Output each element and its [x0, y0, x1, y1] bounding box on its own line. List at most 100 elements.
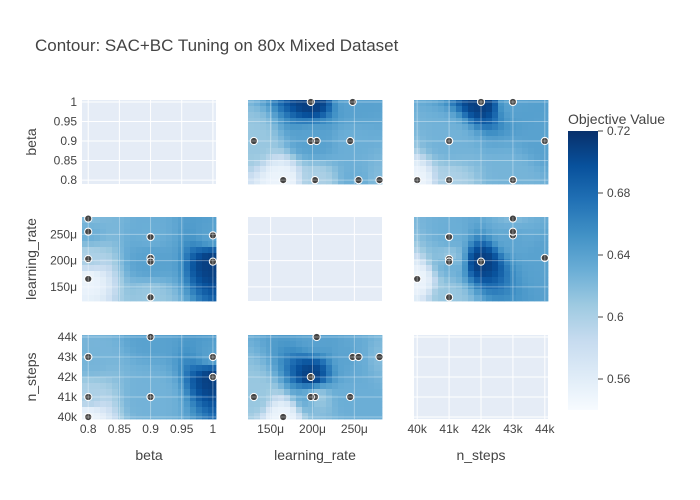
trial-point [84, 254, 93, 264]
trial-point [84, 274, 93, 284]
trial-point [375, 175, 384, 185]
trial-point [146, 232, 155, 242]
gridlines [248, 100, 382, 184]
trial-point [306, 372, 315, 382]
trial-point [249, 136, 258, 146]
y-tick-label: 42k [58, 370, 78, 384]
trial-point [208, 257, 217, 266]
y-axis-title: learning_rate [23, 218, 39, 300]
x-tick-label: 1 [210, 422, 217, 436]
colorbar-tick-label: 0.72 [607, 124, 631, 138]
trial-point [354, 175, 363, 185]
subplot-n_steps-vs-n_steps: 40k 41k 42k 43k 44k [408, 335, 555, 436]
trial-point [84, 227, 93, 236]
gridlines [248, 217, 382, 301]
trial-point [508, 175, 518, 185]
trial-point [346, 392, 355, 402]
y-tick-label: 0.85 [54, 154, 78, 168]
colorbar-tick-label: 0.56 [607, 372, 631, 386]
subplot-learning_rate-vs-n_steps [413, 214, 549, 302]
trial-point [306, 97, 315, 107]
trial-point [208, 352, 217, 362]
plot-background [82, 100, 216, 184]
colorbar: Objective Value 0.56 0.6 0.64 0.68 0.72 [568, 111, 665, 410]
trial-point [306, 136, 315, 146]
colorbar-title: Objective Value [568, 111, 665, 127]
trial-markers [84, 214, 217, 302]
x-tick-label: 250μ [341, 422, 368, 436]
trial-point [146, 293, 155, 302]
y-tick-label: 0.9 [60, 134, 77, 148]
x-tick-label: 0.9 [142, 422, 159, 436]
trial-point [413, 274, 422, 284]
gridlines [82, 335, 216, 419]
trial-point [146, 332, 155, 342]
trial-point [208, 372, 217, 382]
gridlines [82, 217, 216, 301]
x-axis-title: beta [135, 447, 162, 463]
trial-point [312, 332, 321, 342]
trial-point [444, 293, 454, 302]
trial-markers [249, 97, 384, 185]
chart-title: Contour: SAC+BC Tuning on 80x Mixed Data… [35, 36, 399, 55]
colorbar-tick-label: 0.6 [607, 310, 624, 324]
y-tick-label: 40k [58, 410, 78, 424]
x-tick-label: 44k [535, 422, 555, 436]
colorbar-tick-label: 0.64 [607, 248, 631, 262]
contour-fill [414, 100, 549, 185]
gridlines [414, 217, 548, 301]
trial-point [146, 392, 155, 402]
trial-markers [84, 332, 217, 422]
trial-point [508, 227, 518, 236]
x-axis-title: n_steps [456, 447, 505, 463]
trial-point [476, 257, 486, 266]
trial-point [146, 257, 155, 266]
trial-point [413, 175, 422, 185]
colorbar-gradient [568, 131, 598, 410]
colorbar-tick-label: 0.68 [607, 186, 631, 200]
x-tick-label: 43k [503, 422, 523, 436]
plot-background [248, 217, 382, 301]
trial-point [540, 253, 549, 263]
trial-point [375, 352, 384, 362]
y-axis-title: beta [23, 128, 39, 155]
trial-point [249, 392, 258, 402]
y-tick-label: 0.8 [60, 173, 77, 187]
x-axis-title: learning_rate [274, 447, 356, 463]
gridlines [82, 100, 216, 184]
trial-point [444, 232, 454, 242]
x-tick-label: 40k [408, 422, 428, 436]
x-tick-label: 0.85 [108, 422, 132, 436]
colorbar-ticks: 0.56 0.6 0.64 0.68 0.72 [598, 124, 631, 386]
x-tick-label: 0.95 [170, 422, 194, 436]
x-tick-label: 42k [471, 422, 491, 436]
gridlines [414, 335, 548, 419]
subplot-grid: 0.8 0.85 0.9 0.95 1 150μ 200μ 250μ 0.8 0.85 0.9 0.9… [23, 95, 555, 463]
subplot-learning_rate-vs-learning_rate [248, 217, 382, 301]
trial-point [84, 214, 93, 223]
trial-point [444, 175, 454, 185]
trial-markers [413, 214, 549, 302]
x-tick-label: 150μ [257, 422, 284, 436]
trial-point [84, 352, 93, 362]
y-tick-label: 200μ [50, 254, 77, 268]
gridlines [248, 335, 382, 419]
subplot-n_steps-vs-beta: 0.8 0.85 0.9 0.95 1 40k 41k 42k 43k 44k [58, 330, 217, 436]
contour-fill [414, 217, 549, 302]
trial-point [208, 231, 217, 240]
y-tick-label: 150μ [50, 280, 77, 294]
trial-point [444, 257, 454, 266]
trial-point [310, 175, 320, 185]
trial-point [476, 97, 486, 107]
y-tick-label: 41k [58, 390, 78, 404]
contour-fill [82, 335, 217, 420]
x-tick-label: 200μ [299, 422, 326, 436]
trial-markers [249, 332, 384, 422]
trial-point [84, 392, 93, 402]
y-tick-label: 43k [58, 350, 78, 364]
trial-markers [413, 97, 549, 185]
x-tick-label: 41k [439, 422, 459, 436]
y-tick-label: 1 [70, 95, 77, 109]
subplot-beta-vs-beta: 0.8 0.85 0.9 0.95 1 [54, 95, 216, 187]
